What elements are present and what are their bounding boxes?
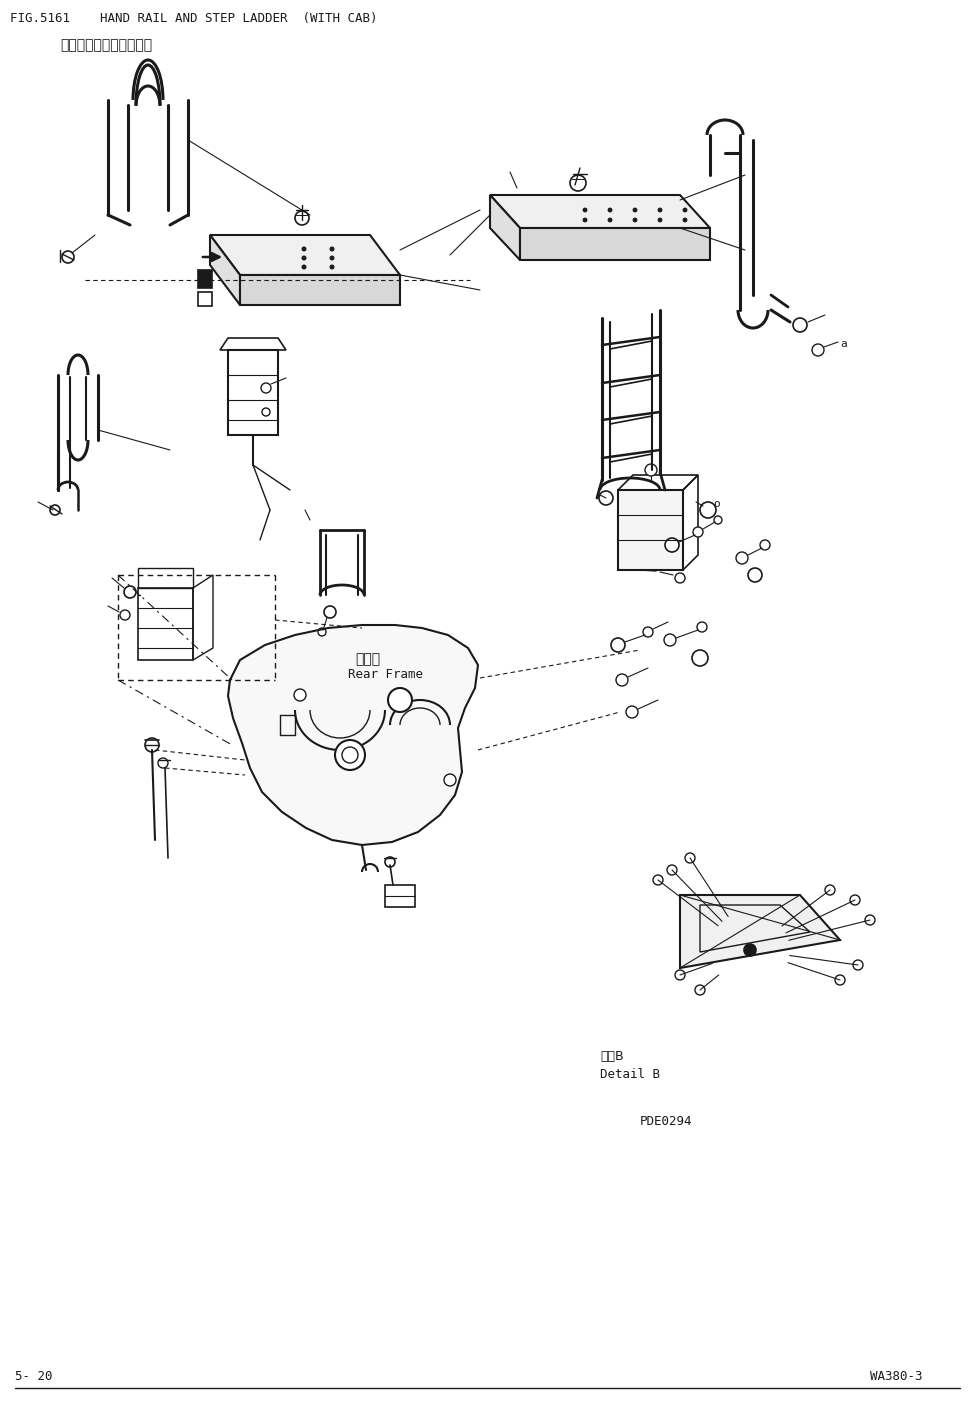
Circle shape xyxy=(695,985,705,995)
Text: 详细B: 详细B xyxy=(600,1049,624,1063)
Circle shape xyxy=(295,212,309,226)
Text: o: o xyxy=(713,499,720,509)
Polygon shape xyxy=(240,275,400,305)
Circle shape xyxy=(318,628,326,636)
Circle shape xyxy=(324,607,336,618)
Circle shape xyxy=(261,382,271,394)
Circle shape xyxy=(675,573,685,583)
Text: a: a xyxy=(840,339,846,349)
Polygon shape xyxy=(490,195,520,261)
Circle shape xyxy=(760,539,770,551)
Circle shape xyxy=(335,740,365,771)
Circle shape xyxy=(599,490,613,504)
Circle shape xyxy=(667,864,677,876)
Circle shape xyxy=(444,773,456,786)
Polygon shape xyxy=(490,195,710,228)
Circle shape xyxy=(302,247,306,251)
Polygon shape xyxy=(210,235,240,305)
Circle shape xyxy=(692,650,708,665)
Bar xyxy=(198,270,212,289)
Text: 后车架: 后车架 xyxy=(355,651,380,665)
Circle shape xyxy=(302,256,306,261)
Circle shape xyxy=(583,219,587,221)
Text: FIG.5161    HAND RAIL AND STEP LADDER  (WITH CAB): FIG.5161 HAND RAIL AND STEP LADDER (WITH… xyxy=(10,13,377,25)
Circle shape xyxy=(633,219,637,221)
Circle shape xyxy=(124,586,136,598)
Circle shape xyxy=(683,207,687,212)
Circle shape xyxy=(793,318,807,332)
Circle shape xyxy=(658,219,662,221)
Circle shape xyxy=(608,219,612,221)
Circle shape xyxy=(342,747,358,764)
Circle shape xyxy=(664,635,676,646)
Circle shape xyxy=(714,516,722,524)
Circle shape xyxy=(685,853,695,863)
Circle shape xyxy=(683,219,687,221)
Circle shape xyxy=(158,758,168,768)
Circle shape xyxy=(62,251,74,263)
Circle shape xyxy=(744,944,756,955)
Polygon shape xyxy=(680,895,840,968)
Circle shape xyxy=(262,408,270,416)
Polygon shape xyxy=(228,625,478,845)
Circle shape xyxy=(626,706,638,717)
Circle shape xyxy=(835,975,845,985)
Circle shape xyxy=(812,345,824,356)
Bar xyxy=(618,490,683,570)
Circle shape xyxy=(865,915,875,925)
Circle shape xyxy=(675,969,685,981)
Circle shape xyxy=(120,609,130,621)
Circle shape xyxy=(693,527,703,537)
Circle shape xyxy=(294,689,306,700)
Circle shape xyxy=(643,628,653,637)
Circle shape xyxy=(50,504,60,516)
Circle shape xyxy=(748,567,762,581)
Circle shape xyxy=(330,265,334,269)
Circle shape xyxy=(608,207,612,212)
Circle shape xyxy=(658,207,662,212)
Circle shape xyxy=(330,256,334,261)
Circle shape xyxy=(611,637,625,651)
Circle shape xyxy=(853,960,863,969)
Circle shape xyxy=(145,738,159,752)
Text: Detail B: Detail B xyxy=(600,1068,660,1082)
Circle shape xyxy=(385,857,395,867)
Circle shape xyxy=(850,895,860,905)
Circle shape xyxy=(388,688,412,712)
Circle shape xyxy=(697,622,707,632)
Circle shape xyxy=(570,175,586,191)
Bar xyxy=(385,885,415,906)
Circle shape xyxy=(700,502,716,518)
Polygon shape xyxy=(210,235,400,275)
Bar xyxy=(228,350,278,434)
Circle shape xyxy=(330,247,334,251)
Polygon shape xyxy=(520,228,710,261)
Circle shape xyxy=(616,674,628,686)
Text: 扶手和梯子（带驾驶室）: 扶手和梯子（带驾驶室） xyxy=(60,38,152,52)
Bar xyxy=(198,291,212,305)
Text: Rear Frame: Rear Frame xyxy=(348,668,423,681)
Circle shape xyxy=(583,207,587,212)
Circle shape xyxy=(653,876,663,885)
Circle shape xyxy=(665,538,679,552)
Circle shape xyxy=(825,885,835,895)
Text: WA380-3: WA380-3 xyxy=(870,1370,922,1383)
Circle shape xyxy=(633,207,637,212)
Circle shape xyxy=(302,265,306,269)
Bar xyxy=(138,588,193,660)
Text: PDE0294: PDE0294 xyxy=(640,1115,692,1128)
Circle shape xyxy=(645,464,657,476)
Text: 5- 20: 5- 20 xyxy=(15,1370,53,1383)
Circle shape xyxy=(736,552,748,565)
